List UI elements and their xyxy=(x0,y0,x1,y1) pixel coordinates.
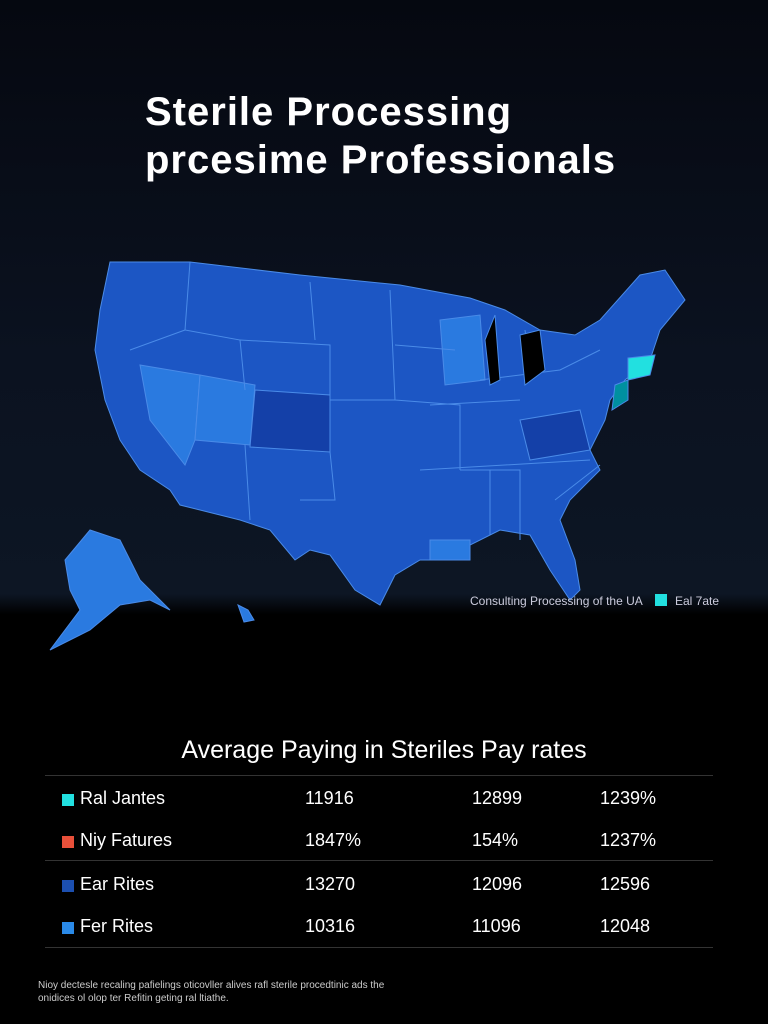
table-row: Niy Fatures 1847% 154% 1237% xyxy=(0,830,768,860)
legend-label: Eal 7ate xyxy=(675,594,720,608)
footnote: Nioy dectesle recaling pafielings oticov… xyxy=(38,980,385,991)
cell-value: 154% xyxy=(472,830,519,850)
row-label: Fer Rites xyxy=(80,916,154,936)
map-caption: Consulting Processing of the UA xyxy=(470,594,643,608)
footnote: onidices ol olop ter Refitin geting ral … xyxy=(38,993,229,1004)
title-line: prcesime Professionals xyxy=(145,138,617,182)
cell-value: 1239% xyxy=(600,788,657,808)
cell-value: 12096 xyxy=(472,874,523,894)
cell-value: 1237% xyxy=(600,830,657,850)
cell-value: 13270 xyxy=(305,874,356,894)
divider xyxy=(45,947,713,948)
us-map xyxy=(49,261,686,651)
row-swatch xyxy=(62,794,74,806)
legend-swatch xyxy=(655,594,667,606)
cell-value: 11916 xyxy=(305,788,354,808)
cell-value: 1847% xyxy=(305,830,362,850)
cell-value: 11096 xyxy=(472,916,521,936)
cell-value: 12048 xyxy=(600,916,651,936)
row-swatch xyxy=(62,880,74,892)
cell-value: 12596 xyxy=(600,874,651,894)
row-label: Niy Fatures xyxy=(80,830,173,850)
divider xyxy=(45,775,713,776)
table-title: Average Paying in Steriles Pay rates xyxy=(181,736,587,764)
divider xyxy=(45,860,713,861)
cell-value: 12899 xyxy=(472,788,523,808)
table-row: Fer Rites 10316 11096 12048 xyxy=(0,916,768,946)
row-swatch xyxy=(62,922,74,934)
table-row: Ral Jantes 11916 12899 1239% xyxy=(0,788,768,818)
row-label: Ral Jantes xyxy=(80,788,166,808)
cell-value: 10316 xyxy=(305,916,356,936)
title-line: Sterile Processing xyxy=(145,90,513,134)
table-row: Ear Rites 13270 12096 12596 xyxy=(0,874,768,904)
row-label: Ear Rites xyxy=(80,874,155,894)
row-swatch xyxy=(62,836,74,848)
